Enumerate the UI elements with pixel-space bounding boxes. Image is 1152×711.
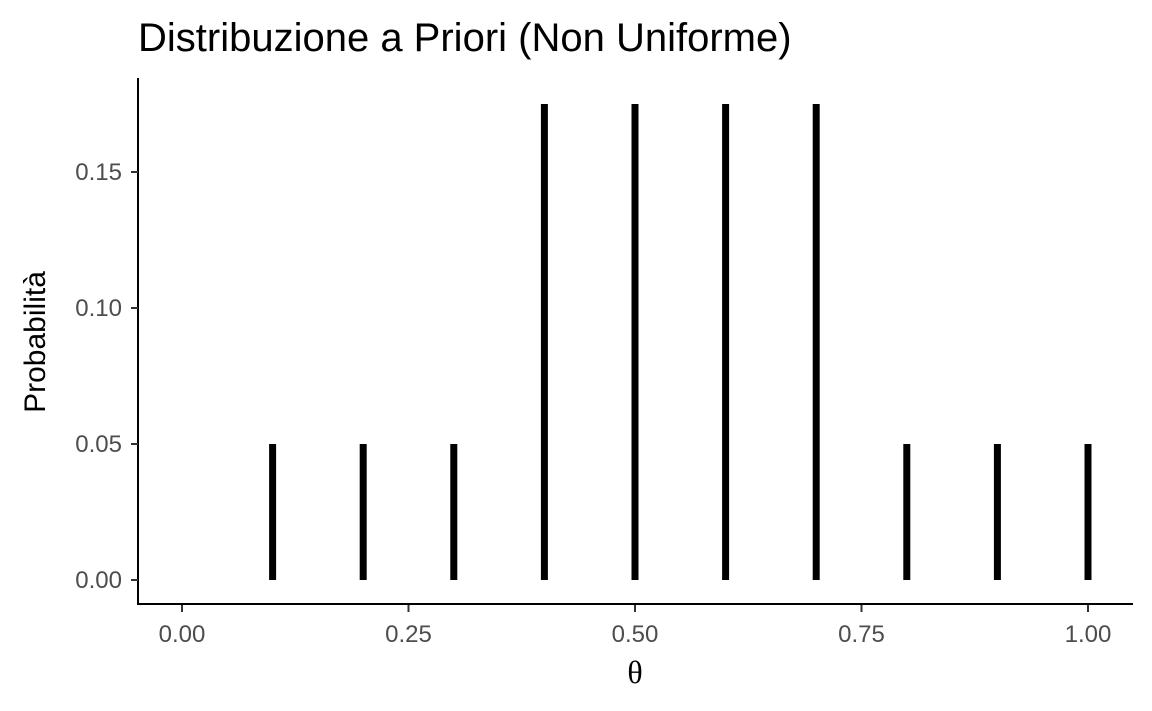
- y-axis-title: Probabilità: [19, 271, 52, 413]
- chart-title: Distribuzione a Priori (Non Uniforme): [138, 16, 792, 60]
- x-tick-label-1: 0.25: [385, 621, 432, 648]
- y-tick-label-1: 0.05: [75, 431, 122, 458]
- bars: [269, 104, 1092, 580]
- x-tick-label-0: 0.00: [159, 621, 206, 648]
- plot-area: 0.00 0.05 0.10 0.15 0.00 0.25 0.50 0.75 1.00: [75, 78, 1133, 648]
- y-tick-label-2: 0.10: [75, 295, 122, 322]
- y-tick-label-0: 0.00: [75, 567, 122, 594]
- x-axis-ticks: 0.00 0.25 0.50 0.75 1.00: [159, 605, 1112, 648]
- y-axis-ticks: 0.00 0.05 0.10 0.15: [75, 159, 138, 594]
- x-tick-label-2: 0.50: [612, 621, 659, 648]
- x-axis-title: θ: [627, 654, 642, 690]
- x-tick-label-4: 1.00: [1065, 621, 1112, 648]
- y-tick-label-3: 0.15: [75, 159, 122, 186]
- x-tick-label-3: 0.75: [838, 621, 885, 648]
